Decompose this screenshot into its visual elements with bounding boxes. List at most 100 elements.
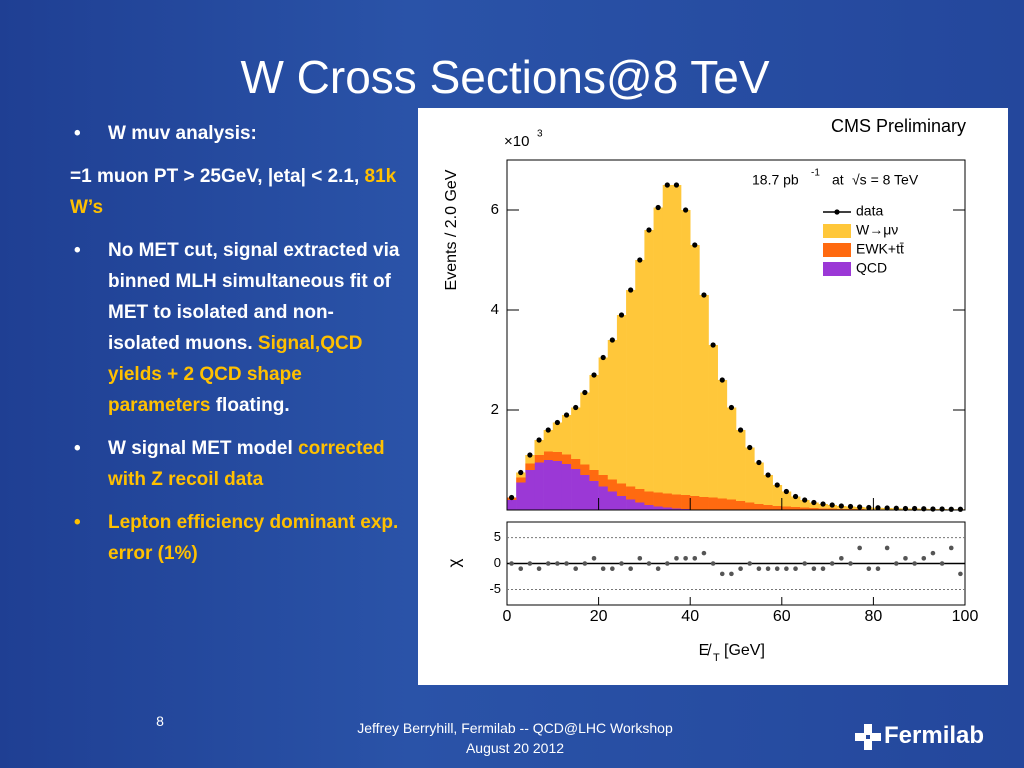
histogram-segment — [525, 455, 535, 464]
ratio-point — [701, 550, 707, 556]
histogram-segment — [607, 491, 618, 510]
ratio-tick-label: -5 — [489, 581, 501, 596]
ratio-point — [674, 556, 679, 561]
histogram-segment — [736, 501, 746, 510]
histogram-segment — [681, 210, 691, 495]
ratio-point — [564, 561, 569, 566]
data-point — [664, 182, 670, 188]
histogram-segment — [644, 491, 654, 505]
ratio-point — [591, 556, 597, 561]
data-point — [527, 452, 533, 458]
histogram-segment — [809, 502, 819, 508]
histogram-segment — [671, 508, 682, 510]
ratio-point — [802, 561, 807, 566]
histogram-segment — [754, 504, 764, 510]
ratio-point — [545, 561, 551, 566]
page-number: 8 — [156, 713, 164, 729]
data-point — [747, 444, 753, 451]
histogram-segment — [726, 407, 737, 500]
histogram-segment — [644, 230, 654, 492]
histogram-segment — [708, 345, 718, 498]
histogram-segment — [800, 507, 810, 510]
ratio-point — [655, 566, 661, 571]
bullet: • — [74, 438, 81, 459]
histogram-segment — [681, 495, 691, 509]
data-point — [573, 404, 579, 411]
histogram-segment — [516, 482, 526, 510]
data-point — [618, 312, 625, 318]
histogram-segment — [552, 422, 563, 452]
legend-swatch — [823, 224, 851, 238]
data-point — [637, 257, 643, 263]
data-point — [719, 377, 725, 383]
data-point — [884, 505, 890, 511]
ratio-point — [912, 561, 917, 566]
histogram-segment — [671, 494, 682, 509]
slide-body: • W muv analysis: =1 muon PT > 25GeV, |eta… — [70, 118, 400, 581]
legend-swatch — [823, 262, 851, 276]
x-label-symbol: E̸ — [699, 642, 713, 659]
histogram-segment — [580, 392, 590, 465]
ratio-point — [939, 561, 945, 566]
ratio-point — [857, 545, 862, 551]
ratio-point — [921, 556, 927, 561]
legend-label: data — [856, 203, 883, 219]
histogram-segment — [607, 340, 618, 480]
histogram-segment — [635, 489, 645, 503]
histogram-segment — [763, 505, 773, 510]
lumi-joiner: at — [832, 172, 844, 188]
ratio-point — [784, 566, 789, 571]
data-point — [673, 182, 680, 188]
data-point — [866, 504, 872, 511]
histogram-segment — [635, 502, 645, 510]
ratio-point — [509, 561, 514, 566]
histogram-segment — [580, 475, 590, 510]
y-tick-label: 4 — [491, 301, 499, 318]
ratio-point — [710, 561, 716, 566]
ratio-point — [665, 561, 670, 566]
histogram-segment — [653, 492, 664, 507]
histogram-segment — [635, 260, 645, 489]
ratio-point — [683, 556, 688, 561]
data-point — [756, 459, 762, 466]
histogram-segment — [699, 295, 709, 497]
histogram-segment — [745, 502, 755, 510]
histogram-segment — [790, 496, 801, 507]
histogram-segment — [699, 497, 709, 510]
paragraph: =1 muon PT > 25GeV, |eta| < 2.1, 81k W’s — [70, 161, 400, 223]
data-point — [545, 427, 551, 433]
ratio-point — [958, 571, 963, 577]
ratio-point — [839, 556, 844, 561]
ratio-point — [527, 561, 533, 566]
y-tick-label: 2 — [491, 401, 499, 418]
histogram-segment — [671, 185, 682, 495]
data-point — [692, 242, 698, 248]
histogram-segment — [763, 475, 773, 505]
histogram-segment — [772, 506, 783, 510]
histogram-segment — [644, 505, 654, 510]
ratio-point — [628, 566, 633, 571]
legend-swatch — [823, 243, 851, 257]
text-run: =1 muon PT > 25GeV, |eta| < 2.1, — [70, 166, 365, 187]
ratio-point — [820, 566, 826, 571]
data-point — [728, 404, 735, 411]
histogram-segment — [534, 440, 544, 455]
histogram-segment — [818, 508, 828, 510]
data-point — [774, 482, 780, 488]
histogram-segment — [653, 207, 664, 493]
ratio-point — [866, 566, 872, 571]
legend-label: QCD — [856, 260, 887, 276]
x-tick-label: 0 — [503, 608, 512, 625]
slide-title: W Cross Sections@8 TeV — [240, 51, 770, 103]
histogram-segment — [662, 185, 673, 494]
ratio-point — [536, 566, 542, 571]
histogram-segment — [543, 460, 554, 510]
x-tick-label: 40 — [681, 608, 699, 625]
data-point — [948, 506, 954, 512]
histogram-segment — [616, 496, 627, 510]
histogram-segment — [827, 508, 838, 510]
ratio-point — [573, 566, 578, 571]
ratio-point — [848, 561, 853, 566]
footer-line: Jeffrey Berryhill, Fermilab -- QCD@LHC W… — [357, 720, 673, 736]
